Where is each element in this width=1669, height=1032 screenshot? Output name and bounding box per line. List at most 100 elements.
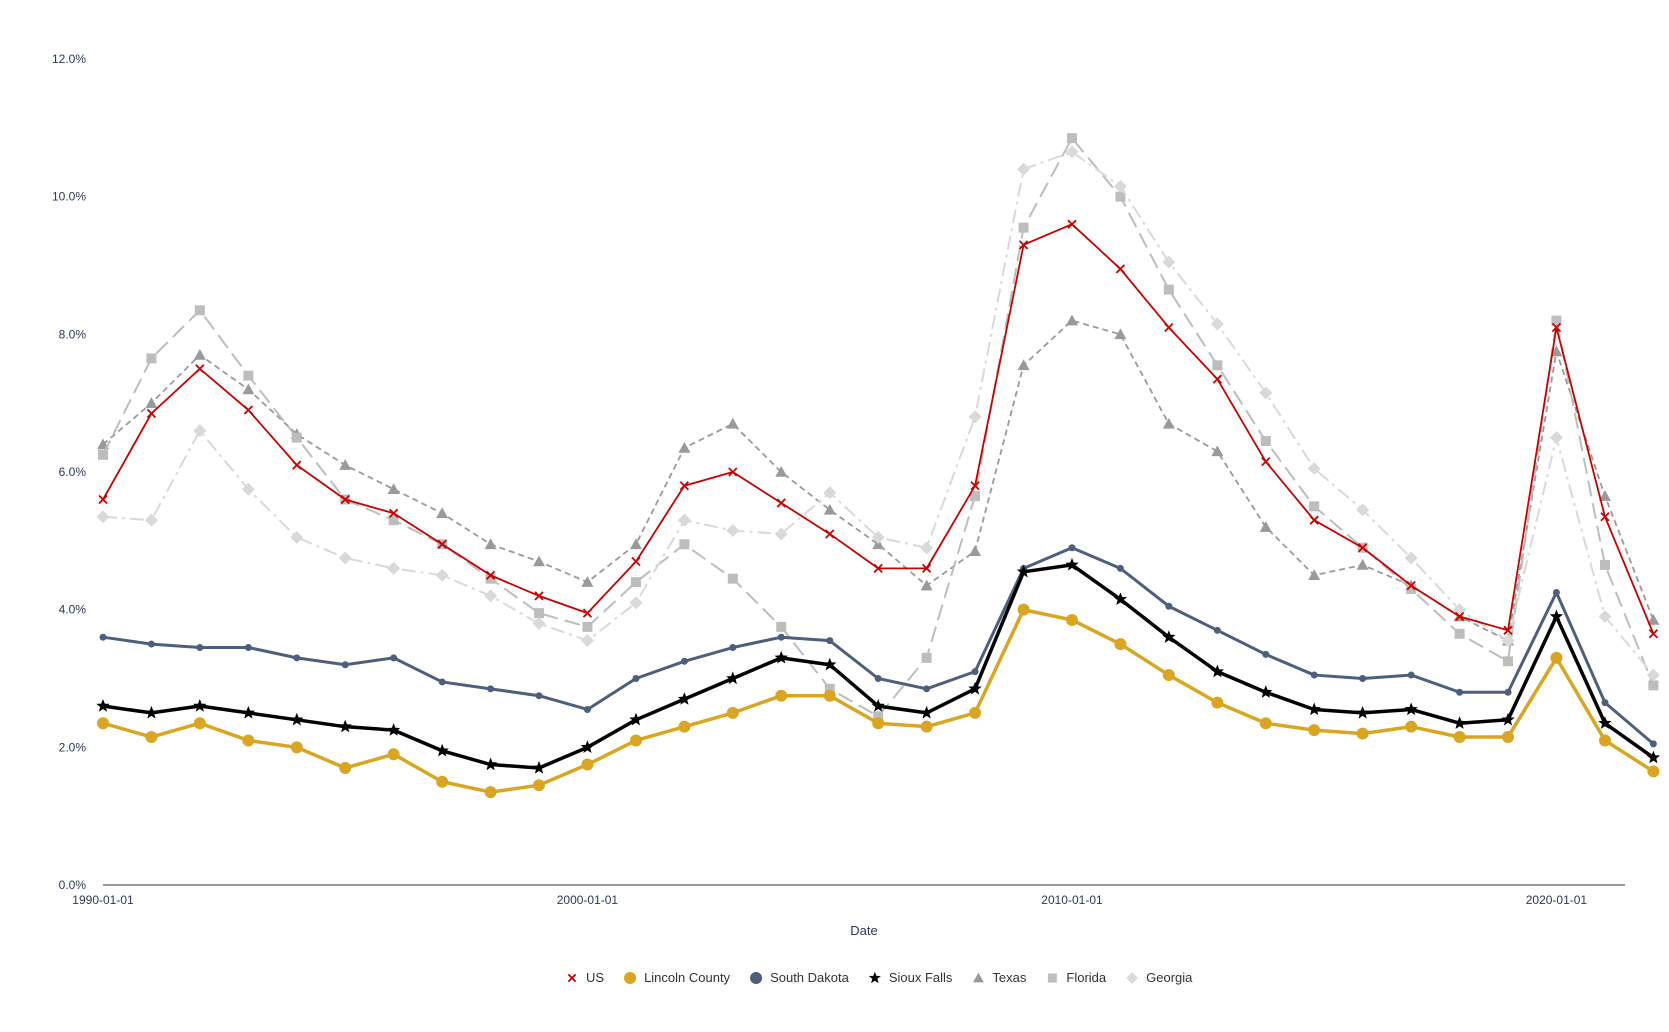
series-line: [102, 563, 1655, 770]
data-point: [774, 527, 788, 541]
data-point: [1210, 317, 1224, 331]
data-point: [581, 576, 594, 587]
data-point: [387, 483, 400, 495]
data-point: [1646, 750, 1661, 764]
data-point: [632, 675, 640, 682]
data-point: [726, 706, 739, 719]
series-us: [98, 219, 1659, 639]
data-point: [1355, 705, 1370, 719]
data-point: [1456, 688, 1464, 696]
data-point: [96, 510, 110, 524]
data-point: [145, 731, 158, 744]
data-point: [1454, 628, 1465, 639]
data-point: [580, 634, 594, 648]
data-point: [147, 640, 155, 648]
legend-item-lincoln-county[interactable]: Lincoln County: [624, 970, 731, 985]
data-point: [146, 353, 157, 364]
data-point: [435, 568, 449, 582]
data-point: [533, 779, 546, 792]
data-point: [1503, 625, 1513, 635]
data-point: [1356, 727, 1369, 740]
data-point: [631, 556, 641, 567]
data-point: [1116, 564, 1124, 572]
data-point: [1114, 328, 1127, 340]
data-point: [437, 539, 447, 549]
data-point: [729, 644, 737, 652]
data-point: [583, 705, 591, 713]
data-point: [921, 563, 932, 574]
data-point: [1647, 765, 1660, 778]
series-florida: [98, 133, 1659, 722]
data-point: [726, 671, 740, 685]
data-point: [244, 644, 252, 652]
y-tick-label: 4.0%: [59, 603, 87, 617]
legend-marker: [1126, 972, 1138, 984]
data-point: [1068, 544, 1076, 552]
data-point: [1017, 603, 1030, 616]
data-point: [242, 383, 255, 395]
data-point: [1599, 559, 1610, 570]
series-georgia: [96, 145, 1660, 682]
data-point: [1261, 457, 1271, 467]
data-point: [1407, 671, 1415, 679]
data-point: [1404, 551, 1418, 565]
data-point: [629, 712, 643, 726]
x-tick-label: 2020-01-01: [1526, 893, 1588, 907]
data-point: [193, 717, 206, 730]
data-point: [484, 538, 497, 550]
data-point: [291, 432, 302, 443]
data-point: [920, 579, 933, 591]
data-point: [292, 460, 302, 470]
data-point: [388, 515, 399, 526]
data-point: [1598, 716, 1612, 729]
data-point: [1504, 688, 1512, 696]
data-point: [1260, 436, 1271, 447]
data-point: [1259, 386, 1273, 400]
data-point: [580, 740, 595, 753]
data-point: [1065, 145, 1079, 159]
legend-item-georgia[interactable]: Georgia: [1126, 970, 1193, 985]
data-point: [1647, 613, 1660, 625]
data-point: [1162, 417, 1175, 429]
data-point: [484, 786, 497, 799]
legend[interactable]: US Lincoln County South Dakota Sioux Falls T…: [567, 970, 1193, 985]
data-point: [339, 761, 352, 774]
legend-label: Lincoln County: [644, 970, 730, 985]
data-point: [1164, 322, 1174, 333]
data-point: [1309, 501, 1320, 512]
data-point: [1503, 656, 1514, 667]
data-point: [193, 424, 207, 438]
data-point: [1259, 717, 1272, 730]
legend-item-us[interactable]: US: [567, 970, 604, 985]
data-point: [436, 507, 449, 519]
data-point: [485, 570, 496, 580]
data-point: [1648, 680, 1659, 691]
data-point: [290, 741, 303, 754]
data-point: [241, 705, 256, 719]
data-point: [581, 758, 594, 771]
data-point: [1113, 592, 1128, 605]
data-point: [485, 573, 496, 584]
data-point: [873, 711, 884, 722]
data-point: [1549, 431, 1563, 445]
x-tick-label: 2010-01-01: [1041, 893, 1103, 907]
legend-item-florida[interactable]: Florida: [1047, 970, 1107, 985]
data-point: [1259, 521, 1272, 532]
data-point: [1551, 322, 1562, 333]
data-point: [1404, 702, 1418, 716]
legend-item-texas[interactable]: Texas: [973, 970, 1027, 985]
data-point: [726, 524, 740, 538]
data-point: [1065, 557, 1079, 571]
legend-item-south-dakota[interactable]: South Dakota: [750, 970, 850, 985]
data-point: [969, 545, 982, 556]
data-point: [774, 650, 788, 664]
legend-item-sioux-falls[interactable]: Sioux Falls: [868, 970, 953, 985]
legend-marker: [750, 972, 763, 984]
series-lincoln-county: [97, 603, 1660, 799]
data-point: [970, 491, 981, 502]
data-point: [677, 513, 691, 527]
data-point: [871, 530, 885, 544]
data-point: [534, 608, 545, 619]
data-point: [728, 467, 738, 477]
data-point: [823, 486, 837, 500]
